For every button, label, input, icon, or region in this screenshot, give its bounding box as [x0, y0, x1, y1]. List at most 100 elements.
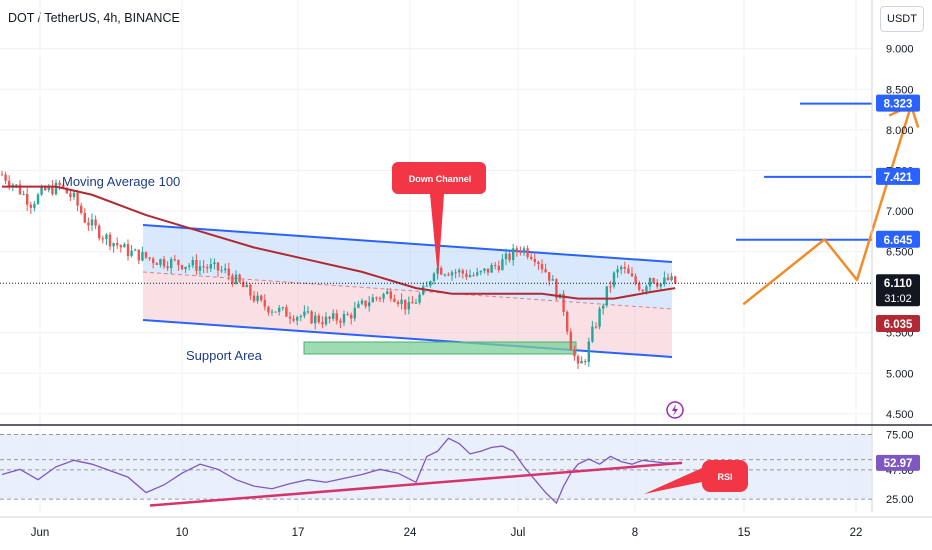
candle-body: [440, 268, 443, 275]
candle-body: [238, 274, 241, 282]
candle-body: [47, 186, 50, 191]
x-tick-label: 24: [404, 527, 417, 539]
channel-upper-line: [142, 224, 673, 263]
candle-body: [616, 269, 619, 273]
candle-body: [389, 291, 392, 299]
candle-body: [364, 300, 367, 307]
candle-body: [357, 303, 360, 308]
rsi-callout-label: RSI: [717, 472, 732, 482]
candle-body: [519, 251, 522, 253]
y-tick-label: 7.000: [886, 206, 914, 218]
y-tick-label: 9.000: [886, 44, 914, 56]
candle-body: [126, 244, 130, 257]
x-tick-label: 17: [292, 527, 305, 539]
candle-body: [648, 278, 652, 287]
candle-body: [267, 306, 270, 313]
candle-body: [234, 274, 238, 284]
candle-body: [569, 331, 572, 351]
channel-lower-line: [142, 319, 673, 358]
candle-body: [458, 270, 461, 273]
candle-body: [342, 314, 346, 323]
candle-body: [321, 322, 324, 325]
candle-body: [148, 257, 151, 259]
candle-body: [548, 272, 551, 281]
candle-body: [292, 318, 295, 321]
candle-body: [368, 302, 371, 307]
x-tick-label: Jul: [511, 527, 526, 539]
currency-badge[interactable]: USDT: [880, 6, 924, 32]
candle-body: [227, 268, 230, 276]
candle-body: [425, 285, 428, 287]
candle-body: [375, 297, 378, 299]
candle-body: [332, 313, 335, 319]
candle-body: [580, 361, 583, 364]
candle-body: [533, 258, 536, 263]
candle-body: [576, 356, 580, 364]
candle-body: [522, 248, 526, 252]
candle-body: [454, 272, 457, 274]
candle-body: [11, 184, 14, 187]
rsi-line: [1, 437, 676, 505]
candle-body: [306, 311, 310, 313]
candle-body: [216, 262, 220, 271]
candle-body: [382, 293, 385, 299]
candle-body: [461, 270, 464, 274]
candle-body: [418, 294, 421, 303]
down-channel-callout: [392, 162, 486, 278]
candle-body: [450, 272, 454, 276]
candle-body: [378, 298, 382, 300]
chart-title: DOT / TetherUS, 4h, BINANCE: [8, 11, 180, 25]
channel-midline: [142, 271, 673, 310]
candle-body: [101, 238, 104, 240]
rsi-tick-label: 25.00: [886, 494, 914, 506]
candle-body: [652, 278, 655, 283]
y-tick-label: 6.500: [886, 247, 914, 259]
candle-body: [134, 249, 137, 251]
candle-body: [15, 184, 18, 186]
rsi-callout: [644, 460, 748, 494]
candle-body: [620, 267, 623, 270]
candle-body: [472, 275, 475, 277]
candle-body: [72, 192, 76, 197]
candle-body: [26, 193, 29, 205]
candle-body: [105, 234, 108, 240]
candle-body: [623, 267, 626, 269]
candle-body: [537, 262, 540, 264]
candle-body: [544, 269, 547, 273]
candle-body: [638, 283, 641, 290]
candle-body: [152, 258, 155, 264]
candle-body: [58, 182, 61, 186]
candle-body: [278, 307, 281, 312]
x-tick-label: 10: [176, 527, 189, 539]
candle-body: [393, 298, 396, 302]
candle-body: [40, 187, 43, 195]
support-area-box: [303, 341, 577, 355]
candle-body: [317, 315, 320, 323]
candle-body: [609, 286, 612, 288]
candle-body: [141, 251, 144, 261]
candle-body: [605, 286, 608, 306]
candle-body: [263, 300, 266, 307]
candle-body: [645, 286, 648, 292]
candle-body: [36, 194, 40, 204]
candle-body: [584, 361, 587, 363]
channel-lower-zone: [143, 272, 672, 357]
candle-body: [432, 273, 436, 282]
candle-body: [195, 259, 198, 271]
candle-body: [119, 245, 122, 248]
candle-body: [483, 268, 486, 271]
candle-body: [386, 291, 389, 294]
candle-body: [83, 212, 86, 223]
candle-body: [252, 295, 256, 302]
candle-body: [296, 317, 299, 321]
candle-body: [130, 250, 133, 257]
candle-body: [404, 299, 407, 310]
candle-body: [400, 299, 403, 304]
candle-body: [562, 293, 565, 312]
candle-body: [209, 264, 212, 269]
candle-body: [591, 326, 594, 342]
candle-body: [274, 311, 277, 313]
candle-body: [371, 297, 374, 303]
candle-body: [173, 259, 176, 261]
